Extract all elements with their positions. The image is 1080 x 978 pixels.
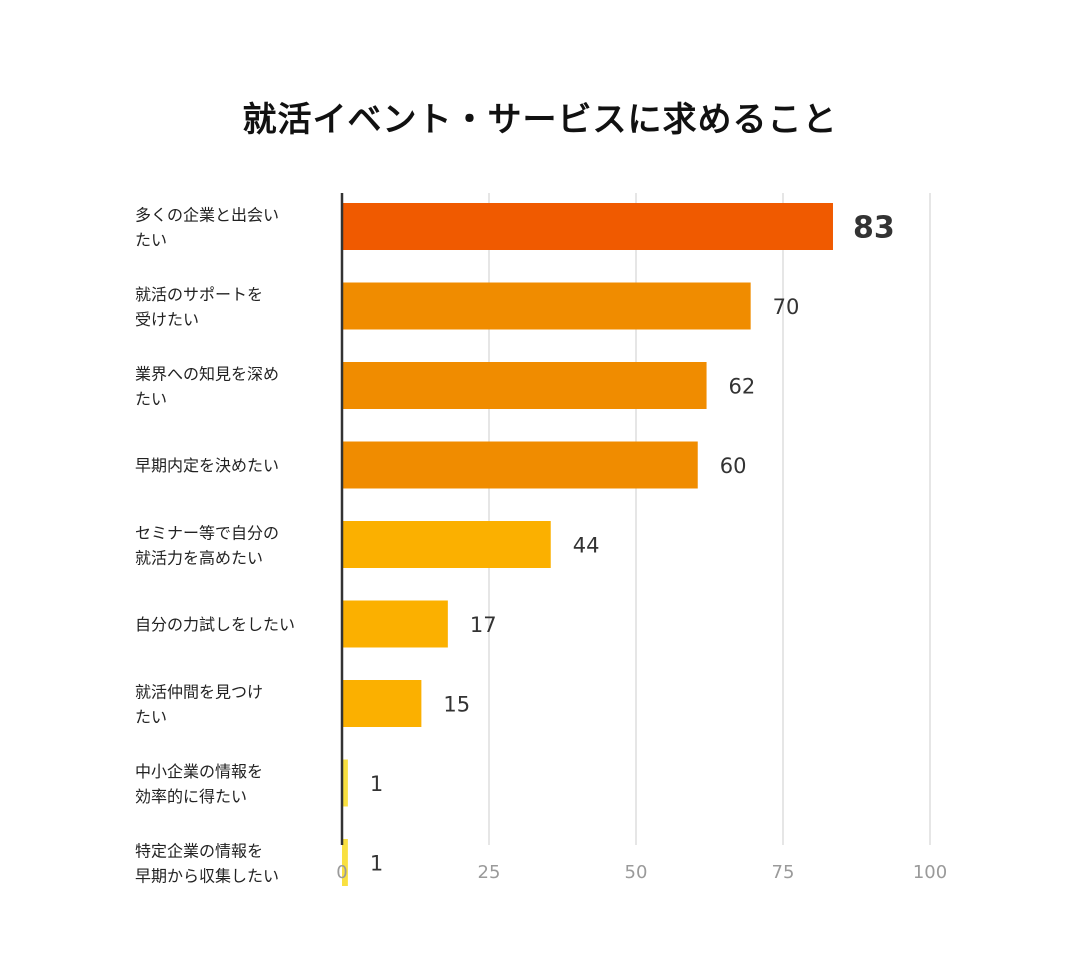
value-label-3: 62 bbox=[729, 375, 756, 399]
x-tick-label-25: 25 bbox=[478, 862, 501, 883]
category-label-7-line-1: 就活仲間を見つけ bbox=[135, 683, 263, 702]
category-label-2-line-1: 就活のサポートを bbox=[135, 285, 263, 304]
value-label-9: 1 bbox=[370, 852, 383, 876]
category-label-8-line-2: 効率的に得たい bbox=[135, 787, 247, 806]
category-label-1-line-1: 多くの企業と出会い bbox=[135, 206, 279, 225]
bars bbox=[342, 203, 833, 886]
bar-1 bbox=[342, 203, 833, 250]
category-label-3-line-2: たい bbox=[135, 390, 167, 409]
category-label-4: 早期内定を決めたい bbox=[135, 456, 279, 475]
value-label-5: 44 bbox=[573, 534, 600, 558]
bar-8 bbox=[342, 759, 348, 807]
chart-title: 就活イベント・サービスに求めること bbox=[242, 100, 838, 140]
bar-5 bbox=[342, 521, 551, 568]
bar-3 bbox=[342, 362, 707, 409]
x-tick-label-0: 0 bbox=[336, 862, 347, 883]
x-tick-label-100: 100 bbox=[913, 862, 947, 883]
category-label-5-line-1: セミナー等で自分の bbox=[135, 524, 279, 543]
category-label-8-line-1: 中小企業の情報を bbox=[135, 762, 263, 781]
category-label-9-line-2: 早期から収集したい bbox=[135, 867, 279, 886]
x-tick-label-50: 50 bbox=[625, 862, 648, 883]
value-label-6: 17 bbox=[470, 613, 497, 637]
bar-7 bbox=[342, 680, 422, 727]
category-label-3-line-1: 業界への知見を深め bbox=[135, 365, 279, 384]
x-tick-label-75: 75 bbox=[772, 862, 795, 883]
category-label-7-line-2: たい bbox=[135, 708, 167, 727]
category-label-9-line-1: 特定企業の情報を bbox=[135, 842, 263, 861]
category-label-6: 自分の力試しをしたい bbox=[135, 615, 295, 634]
bar-9 bbox=[342, 839, 348, 886]
bar-2 bbox=[342, 282, 751, 330]
bar-4 bbox=[342, 441, 698, 489]
category-label-1-line-2: たい bbox=[135, 231, 167, 250]
value-label-8: 1 bbox=[370, 772, 383, 796]
category-label-2-line-2: 受けたい bbox=[135, 310, 199, 329]
category-label-5-line-2: 就活力を高めたい bbox=[135, 549, 263, 568]
value-label-7: 15 bbox=[443, 693, 470, 717]
value-label-2: 70 bbox=[773, 295, 800, 319]
bar-6 bbox=[342, 600, 448, 648]
value-label-1: 83 bbox=[853, 211, 895, 246]
value-label-4: 60 bbox=[720, 454, 747, 478]
